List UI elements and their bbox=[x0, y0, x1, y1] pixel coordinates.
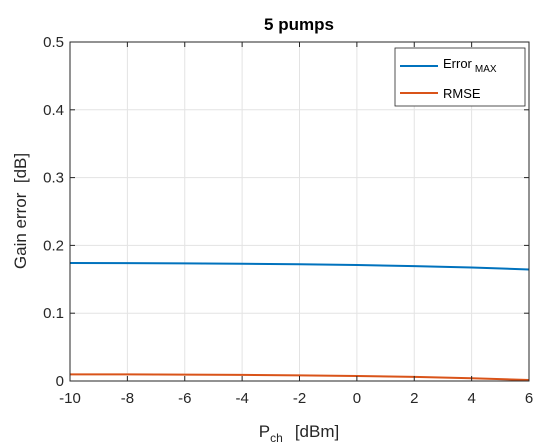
legend: Error MAX RMSE bbox=[394, 47, 526, 107]
y-tick-label: 0.4 bbox=[43, 102, 64, 119]
x-tick-label: 4 bbox=[467, 390, 475, 407]
x-tick-label: -4 bbox=[235, 390, 248, 407]
series-group bbox=[69, 262, 530, 381]
y-tick-label: 0.3 bbox=[43, 170, 64, 187]
y-tick-label: 0.2 bbox=[43, 237, 64, 254]
x-axis-label-unit: [dBm] bbox=[295, 422, 339, 441]
chart-title: 5 pumps bbox=[264, 15, 334, 34]
y-axis-label: Gain error [dB] bbox=[11, 153, 30, 269]
y-tick-label: 0 bbox=[56, 373, 64, 390]
x-tick-label: -10 bbox=[59, 390, 81, 407]
series-line-error bbox=[69, 262, 530, 271]
x-axis-label-main: P bbox=[259, 422, 270, 441]
legend-label-rmse: RMSE bbox=[443, 86, 481, 101]
y-tick-label: 0.1 bbox=[43, 305, 64, 322]
tick-labels: -10 -8 -6 -4 -2 0 2 4 6 0 0.1 0.2 0.3 0.4 0.5 bbox=[43, 34, 533, 407]
x-axis-label-sub: ch bbox=[270, 431, 283, 444]
x-tick-label: -6 bbox=[178, 390, 191, 407]
ticks bbox=[69, 41, 530, 382]
y-tick-label: 0.5 bbox=[43, 34, 64, 51]
x-tick-label: -8 bbox=[121, 390, 134, 407]
x-axis-label: Pch [dBm] bbox=[259, 422, 339, 444]
x-tick-label: 6 bbox=[525, 390, 533, 407]
legend-box bbox=[394, 47, 526, 107]
x-tick-label: -2 bbox=[293, 390, 306, 407]
series-line-rmse bbox=[69, 373, 530, 381]
x-tick-label: 2 bbox=[410, 390, 418, 407]
legend-error-name: Error bbox=[443, 56, 473, 71]
legend-label-error-max: Error MAX bbox=[443, 56, 497, 75]
x-tick-label: 0 bbox=[353, 390, 361, 407]
legend-error-sub: MAX bbox=[475, 64, 497, 75]
